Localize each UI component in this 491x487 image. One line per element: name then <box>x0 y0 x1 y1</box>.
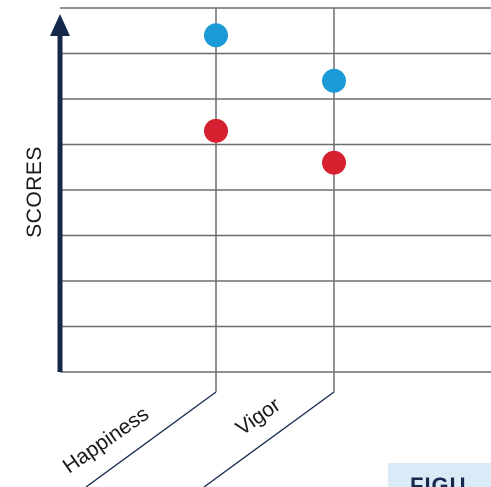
y-axis <box>50 14 70 372</box>
category-labels: Happiness Vigor <box>59 393 285 478</box>
data-point <box>204 118 228 143</box>
data-points <box>204 23 346 175</box>
category-leader-line <box>203 391 335 487</box>
data-point <box>322 68 346 93</box>
figure-caption-text: FIGU <box>410 473 467 487</box>
data-point <box>204 23 228 48</box>
figure-caption-box: FIGU <box>388 463 491 487</box>
y-axis-label: SCORES <box>23 146 46 238</box>
gridlines <box>60 7 491 373</box>
category-leader-line <box>85 391 217 487</box>
y-axis-arrowhead <box>50 14 70 36</box>
category-label: Happiness <box>59 402 153 478</box>
data-point <box>322 150 346 175</box>
